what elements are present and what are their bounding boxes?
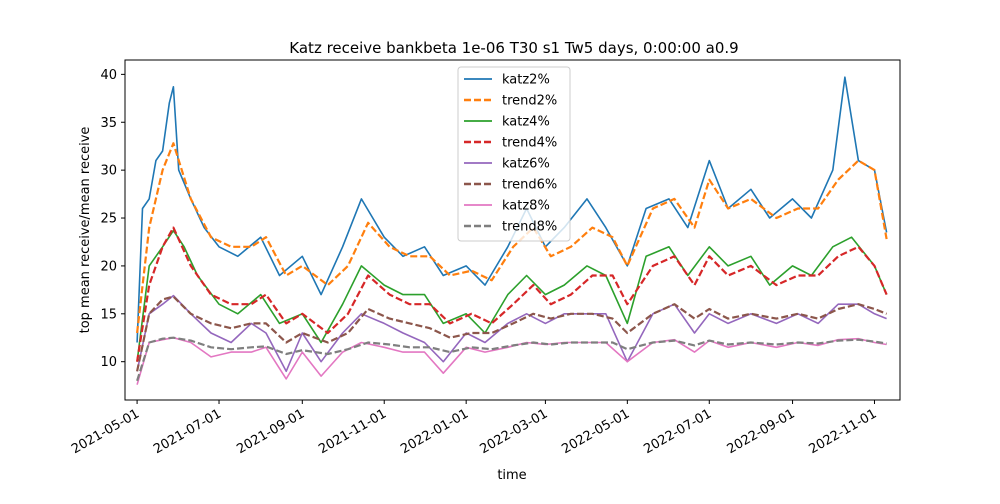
chart-title: Katz receive bankbeta 1e-06 T30 s1 Tw5 d… [289,39,738,57]
x-axis: 2021-05-01 2021-07-01 2021-09-01 2021-11-01… [69,400,879,457]
y-axis-label: top mean receive/mean receive [78,127,93,334]
legend-label: katz4% [502,115,550,130]
y-tick-label: 10 [100,355,117,370]
y-tick-label: 15 [100,307,117,322]
legend-label: katz6% [502,157,550,172]
x-tick-label: 2021-11-01 [316,406,389,457]
y-tick-label: 30 [100,164,117,179]
legend-box [457,66,571,242]
x-tick-label: 2022-01-01 [398,406,471,457]
x-axis-label: time [497,468,526,483]
legend-label: trend2% [502,94,557,109]
x-tick-label: 2022-11-01 [807,406,880,457]
y-axis: 10 15 20 25 30 35 40 [100,68,125,370]
legend: katz2% trend2% katz4% trend4% katz6% trend6% k… [457,66,571,242]
series-line-katz8pct [136,336,887,385]
y-tick-label: 40 [100,68,117,83]
x-tick-label: 2022-03-01 [477,406,550,457]
series-line-trend8pct [136,336,887,382]
legend-label: trend4% [502,136,557,151]
series-layer [136,76,888,385]
x-tick-label: 2022-09-01 [725,406,798,457]
legend-label: trend6% [502,178,557,193]
series-line-katz4pct [136,229,888,362]
x-tick-label: 2021-09-01 [234,406,307,457]
x-tick-label: 2021-05-01 [69,406,142,457]
series-line-trend2pct [136,142,888,334]
y-tick-label: 35 [100,116,117,131]
series-line-katz6pct [136,294,887,373]
legend-label: trend8% [502,220,557,235]
x-tick-label: 2022-07-01 [641,406,714,457]
plot-frame [124,59,901,401]
y-tick-label: 25 [100,212,117,227]
x-tick-label: 2021-07-01 [151,406,224,457]
series-line-trend6pct [136,295,888,372]
legend-label: katz2% [502,73,550,88]
y-tick-label: 20 [100,259,117,274]
x-tick-label: 2022-05-01 [559,406,632,457]
series-line-trend4pct [136,226,888,362]
legend-label: katz8% [502,199,550,214]
